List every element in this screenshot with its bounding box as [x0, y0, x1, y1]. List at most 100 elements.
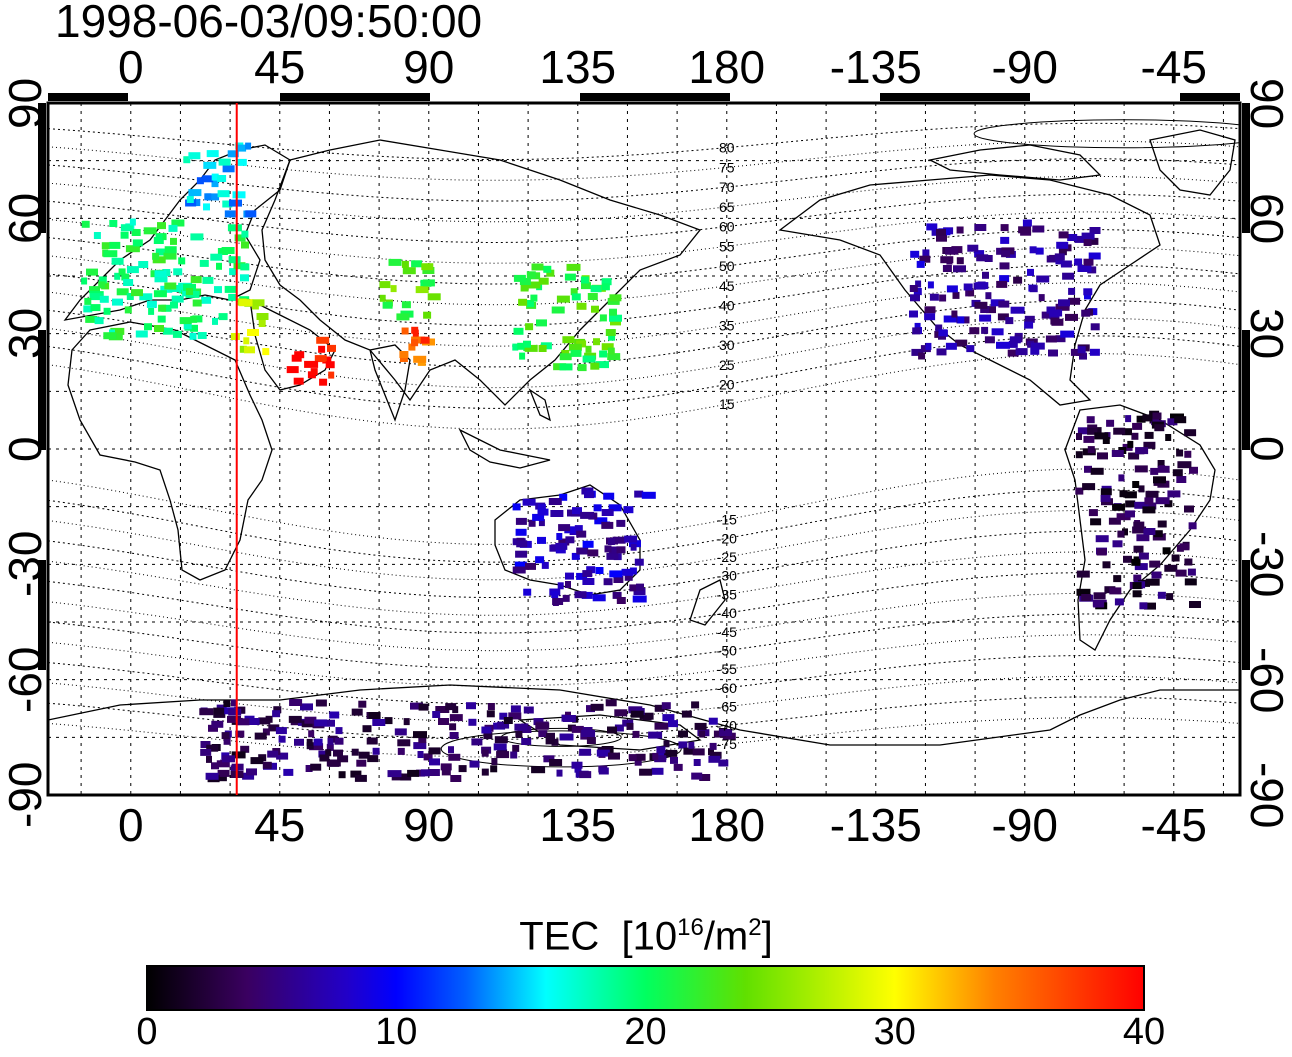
tec-cell	[581, 282, 591, 290]
mlat-contour	[48, 717, 1240, 758]
mlat-label: -30	[717, 568, 737, 584]
tec-cell	[574, 591, 587, 599]
tec-cell	[276, 752, 289, 760]
x-tick-label-bottom: -45	[1140, 799, 1208, 851]
tec-cell	[1076, 433, 1082, 440]
tec-cell	[1074, 235, 1085, 243]
tec-cell	[224, 210, 236, 218]
tec-cell	[606, 552, 619, 560]
tec-cell	[1157, 520, 1167, 528]
tec-cell	[543, 755, 555, 763]
tec-cell	[328, 371, 335, 379]
tec-cell	[252, 299, 265, 307]
tec-cell	[155, 248, 169, 256]
tec-cell	[1077, 427, 1088, 435]
tec-cell	[199, 708, 214, 716]
tec-cell	[471, 738, 483, 746]
tec-cell	[1062, 272, 1075, 280]
tec-cell	[1100, 488, 1112, 496]
tec-cell	[435, 706, 450, 713]
tec-cell	[1029, 285, 1038, 293]
tec-cell	[432, 711, 441, 718]
magnetic-latitude-labels: 80 75 70 65 60 55 50 45 40 35 30 25 20 15 -15 -20 -25 -30…	[717, 140, 737, 752]
tec-cell	[1087, 266, 1097, 274]
tec-cell	[222, 200, 233, 208]
tec-cell	[1093, 592, 1106, 600]
tec-cell	[526, 271, 536, 279]
mlat-label: -75	[717, 736, 737, 752]
mlat-contour	[48, 654, 1240, 705]
tec-cell	[103, 250, 118, 258]
tec-cell	[549, 759, 563, 766]
tec-cell	[449, 714, 463, 722]
tec-cell	[172, 330, 182, 338]
tec-cell	[399, 351, 409, 358]
tec-cell	[558, 524, 571, 532]
tec-cell	[1114, 598, 1124, 606]
mlat-label: -70	[717, 717, 737, 733]
tec-cell	[1032, 225, 1045, 233]
frame-border-bars	[38, 93, 1250, 670]
tec-cell	[258, 320, 266, 327]
tec-cell	[173, 268, 183, 276]
tec-cell	[429, 758, 440, 766]
tec-cell	[512, 343, 519, 351]
tec-cell	[123, 279, 134, 286]
tec-cell	[228, 256, 241, 264]
tec-cell	[510, 751, 518, 759]
tec-cell	[634, 558, 644, 566]
tec-cell	[641, 491, 656, 499]
tec-cell	[1179, 543, 1190, 551]
tec-cell	[608, 752, 620, 760]
polar-contour	[440, 730, 682, 768]
tec-cell	[523, 340, 531, 348]
tec-cell	[609, 314, 622, 322]
tec-cell	[1090, 467, 1104, 475]
tec-cell	[81, 277, 88, 285]
tec-cell	[1119, 490, 1128, 498]
mlat-label: 40	[719, 298, 735, 314]
tec-cell	[448, 753, 461, 761]
tec-cell	[313, 738, 323, 746]
tec-cell	[579, 748, 592, 756]
y-tick-label-left: 0	[0, 436, 51, 462]
tec-cell	[256, 313, 269, 320]
tec-cell	[1000, 224, 1009, 232]
tec-cell	[189, 332, 197, 340]
tec-cell	[693, 759, 701, 766]
tec-cell	[1029, 246, 1037, 254]
tec-cell	[632, 730, 640, 738]
tec-cell	[309, 743, 324, 751]
tec-cell	[559, 493, 568, 501]
tec-cell	[1124, 491, 1137, 499]
tec-cell	[1081, 232, 1095, 240]
tec-cell	[651, 767, 664, 775]
tec-cell	[491, 758, 498, 765]
tec-cell	[413, 742, 427, 750]
tec-cell	[308, 730, 315, 738]
tec-cell	[538, 345, 547, 352]
tec-cell	[179, 317, 192, 325]
tec-cell	[924, 313, 936, 321]
tec-cell	[201, 296, 212, 304]
y-tick-label-left: 90	[0, 77, 51, 129]
tec-cell	[570, 288, 578, 296]
tec-cell	[593, 338, 600, 346]
tec-cell	[551, 306, 565, 314]
tec-cell	[957, 316, 965, 324]
tec-cell	[916, 260, 925, 268]
tec-cell	[1142, 414, 1153, 422]
tec-cell	[1083, 239, 1092, 246]
colorbar-title-exponent: 16	[677, 914, 704, 941]
tec-cell	[247, 329, 259, 336]
tec-cell	[991, 328, 1004, 336]
tec-cell	[668, 720, 678, 728]
tec-cell	[601, 509, 614, 516]
mlat-label: 30	[719, 337, 735, 353]
tec-cell	[565, 536, 575, 544]
mlat-contour	[48, 509, 1240, 581]
tec-cell	[232, 191, 246, 199]
tec-cell	[390, 285, 397, 293]
tec-cell	[450, 775, 462, 782]
